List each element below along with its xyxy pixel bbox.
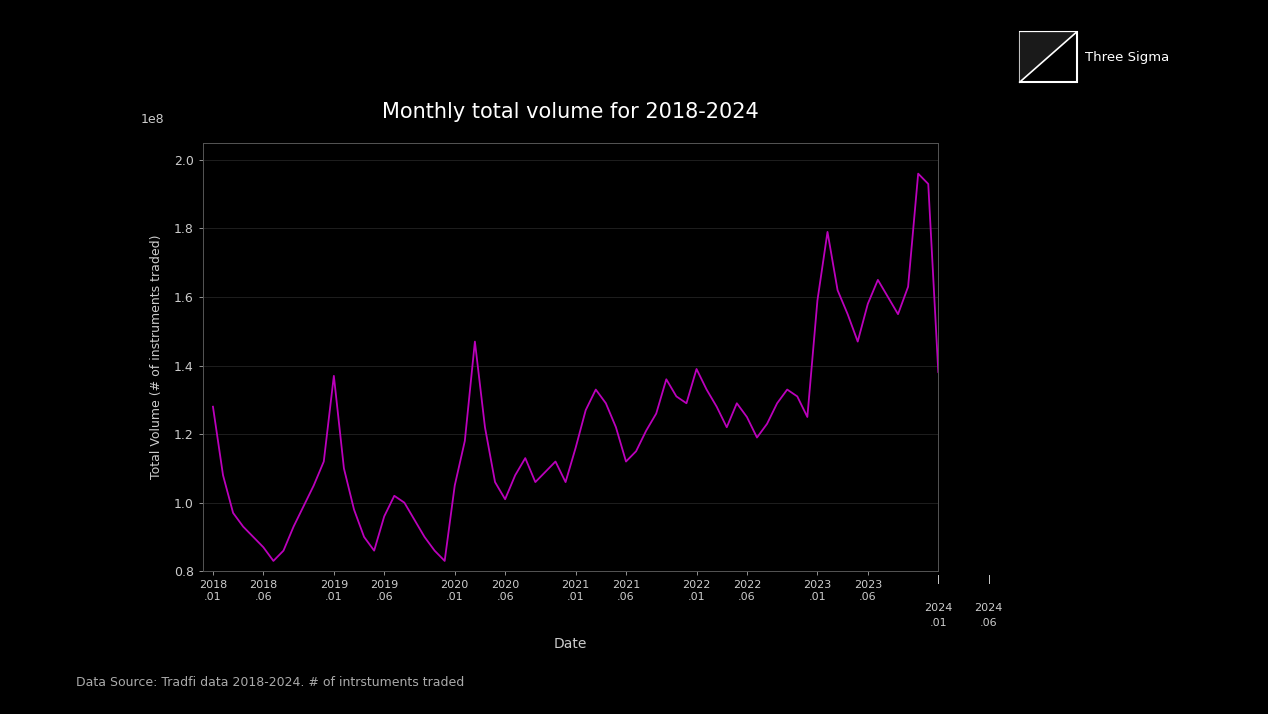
Text: .06: .06: [980, 618, 998, 628]
Y-axis label: Total Volume (# of instruments traded): Total Volume (# of instruments traded): [150, 235, 162, 479]
Text: 2024: 2024: [975, 603, 1003, 613]
Polygon shape: [1019, 32, 1077, 82]
Text: Data Source: Tradfi data 2018-2024. # of intrstuments traded: Data Source: Tradfi data 2018-2024. # of…: [76, 676, 464, 689]
Text: 2024: 2024: [924, 603, 952, 613]
Text: 1e8: 1e8: [141, 113, 164, 126]
Title: Monthly total volume for 2018-2024: Monthly total volume for 2018-2024: [382, 102, 760, 122]
Bar: [1019, 32, 1077, 82]
Text: Three Sigma: Three Sigma: [1085, 51, 1169, 64]
Text: .01: .01: [929, 618, 947, 628]
X-axis label: Date: Date: [554, 637, 587, 650]
